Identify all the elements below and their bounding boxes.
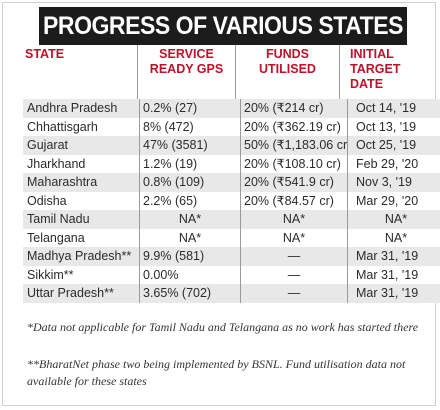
page-title: PROGRESS OF VARIOUS STATES bbox=[39, 7, 407, 45]
footnote-bsnl: **BharatNet phase two being implemented … bbox=[27, 357, 406, 388]
states-table: Andhra Pradesh 0.2% (27) 20% (₹214 cr) Oct … bbox=[23, 99, 440, 303]
funds-utilised-cell: 50% (₹1,183.06 cr) bbox=[240, 136, 348, 155]
table-header: STATE SERVICE READY GPs FUNDS UTILISED I… bbox=[23, 45, 438, 103]
target-date-cell: Oct 25, '19 bbox=[347, 136, 440, 155]
header-initial-target-date: INITIAL TARGET DATE bbox=[339, 45, 438, 102]
funds-utilised-cell: 20% (₹362.19 cr) bbox=[240, 117, 348, 136]
table-row: Chhattisgarh 8% (472) 20% (₹362.19 cr) Oct … bbox=[23, 117, 440, 136]
state-cell: Uttar Pradesh** bbox=[23, 284, 140, 303]
state-cell: Telangana bbox=[23, 228, 140, 247]
state-cell: Chhattisgarh bbox=[23, 117, 140, 136]
service-ready-cell: 0.8% (109) bbox=[139, 173, 241, 192]
target-date-cell: NA* bbox=[347, 228, 440, 247]
service-ready-cell: 47% (3581) bbox=[139, 136, 241, 155]
table-row: Jharkhand 1.2% (19) 20% (₹108.10 cr) Feb 29… bbox=[23, 154, 440, 173]
funds-utilised-cell: 20% (₹84.57 cr) bbox=[240, 191, 348, 210]
funds-utilised-cell: — bbox=[240, 265, 348, 284]
funds-utilised-cell: — bbox=[240, 284, 348, 303]
service-ready-cell: 2.2% (65) bbox=[139, 191, 241, 210]
target-date-cell: NA* bbox=[347, 210, 440, 229]
table-row: Maharashtra 0.8% (109) 20% (₹541.9 cr) Nov … bbox=[23, 173, 440, 192]
target-date-cell: Oct 14, '19 bbox=[347, 99, 440, 118]
target-date-cell: Mar 31, '19 bbox=[347, 284, 440, 303]
target-date-cell: Mar 31, '19 bbox=[347, 265, 440, 284]
service-ready-cell: NA* bbox=[139, 228, 241, 247]
state-cell: Maharashtra bbox=[23, 173, 140, 192]
target-date-cell: Feb 29, '20 bbox=[347, 154, 440, 173]
state-cell: Tamil Nadu bbox=[23, 210, 140, 229]
table-row: Telangana NA* NA* NA* bbox=[23, 228, 440, 247]
table-row: Tamil Nadu NA* NA* NA* bbox=[23, 210, 440, 229]
service-ready-cell: 1.2% (19) bbox=[139, 154, 241, 173]
table-row: Odisha 2.2% (65) 20% (₹84.57 cr) Mar 29, '2… bbox=[23, 191, 440, 210]
service-ready-cell: 0.2% (27) bbox=[139, 99, 241, 118]
footnote-na: *Data not applicable for Tamil Nadu and … bbox=[27, 320, 419, 334]
service-ready-cell: 0.00% bbox=[139, 265, 241, 284]
target-date-cell: Mar 29, '20 bbox=[347, 191, 440, 210]
target-date-cell: Mar 31, '19 bbox=[347, 247, 440, 266]
state-cell: Odisha bbox=[23, 191, 140, 210]
service-ready-cell: 9.9% (581) bbox=[139, 247, 241, 266]
header-funds-utilised: FUNDS UTILISED bbox=[235, 45, 340, 102]
table-row: Uttar Pradesh** 3.65% (702) — Mar 31, '19 bbox=[23, 284, 440, 303]
service-ready-cell: 8% (472) bbox=[139, 117, 241, 136]
header-state: STATE bbox=[25, 47, 65, 61]
table-row: Madhya Pradesh** 9.9% (581) — Mar 31, '19 bbox=[23, 247, 440, 266]
funds-utilised-cell: 20% (₹214 cr) bbox=[240, 99, 348, 118]
state-cell: Andhra Pradesh bbox=[23, 99, 140, 118]
funds-utilised-cell: NA* bbox=[240, 228, 348, 247]
table-row: Sikkim** 0.00% — Mar 31, '19 bbox=[23, 265, 440, 284]
state-cell: Jharkhand bbox=[23, 154, 140, 173]
table-row: Gujarat 47% (3581) 50% (₹1,183.06 cr) Oct 2… bbox=[23, 136, 440, 155]
state-cell: Gujarat bbox=[23, 136, 140, 155]
funds-utilised-cell: — bbox=[240, 247, 348, 266]
header-service-ready: SERVICE READY GPs bbox=[137, 45, 236, 102]
target-date-cell: Oct 13, '19 bbox=[347, 117, 440, 136]
funds-utilised-cell: 20% (₹108.10 cr) bbox=[240, 154, 348, 173]
funds-utilised-cell: NA* bbox=[240, 210, 348, 229]
table-row: Andhra Pradesh 0.2% (27) 20% (₹214 cr) Oct … bbox=[23, 99, 440, 118]
service-ready-cell: NA* bbox=[139, 210, 241, 229]
state-cell: Sikkim** bbox=[23, 265, 140, 284]
funds-utilised-cell: 20% (₹541.9 cr) bbox=[240, 173, 348, 192]
service-ready-cell: 3.65% (702) bbox=[139, 284, 241, 303]
target-date-cell: Nov 3, '19 bbox=[347, 173, 440, 192]
state-cell: Madhya Pradesh** bbox=[23, 247, 140, 266]
